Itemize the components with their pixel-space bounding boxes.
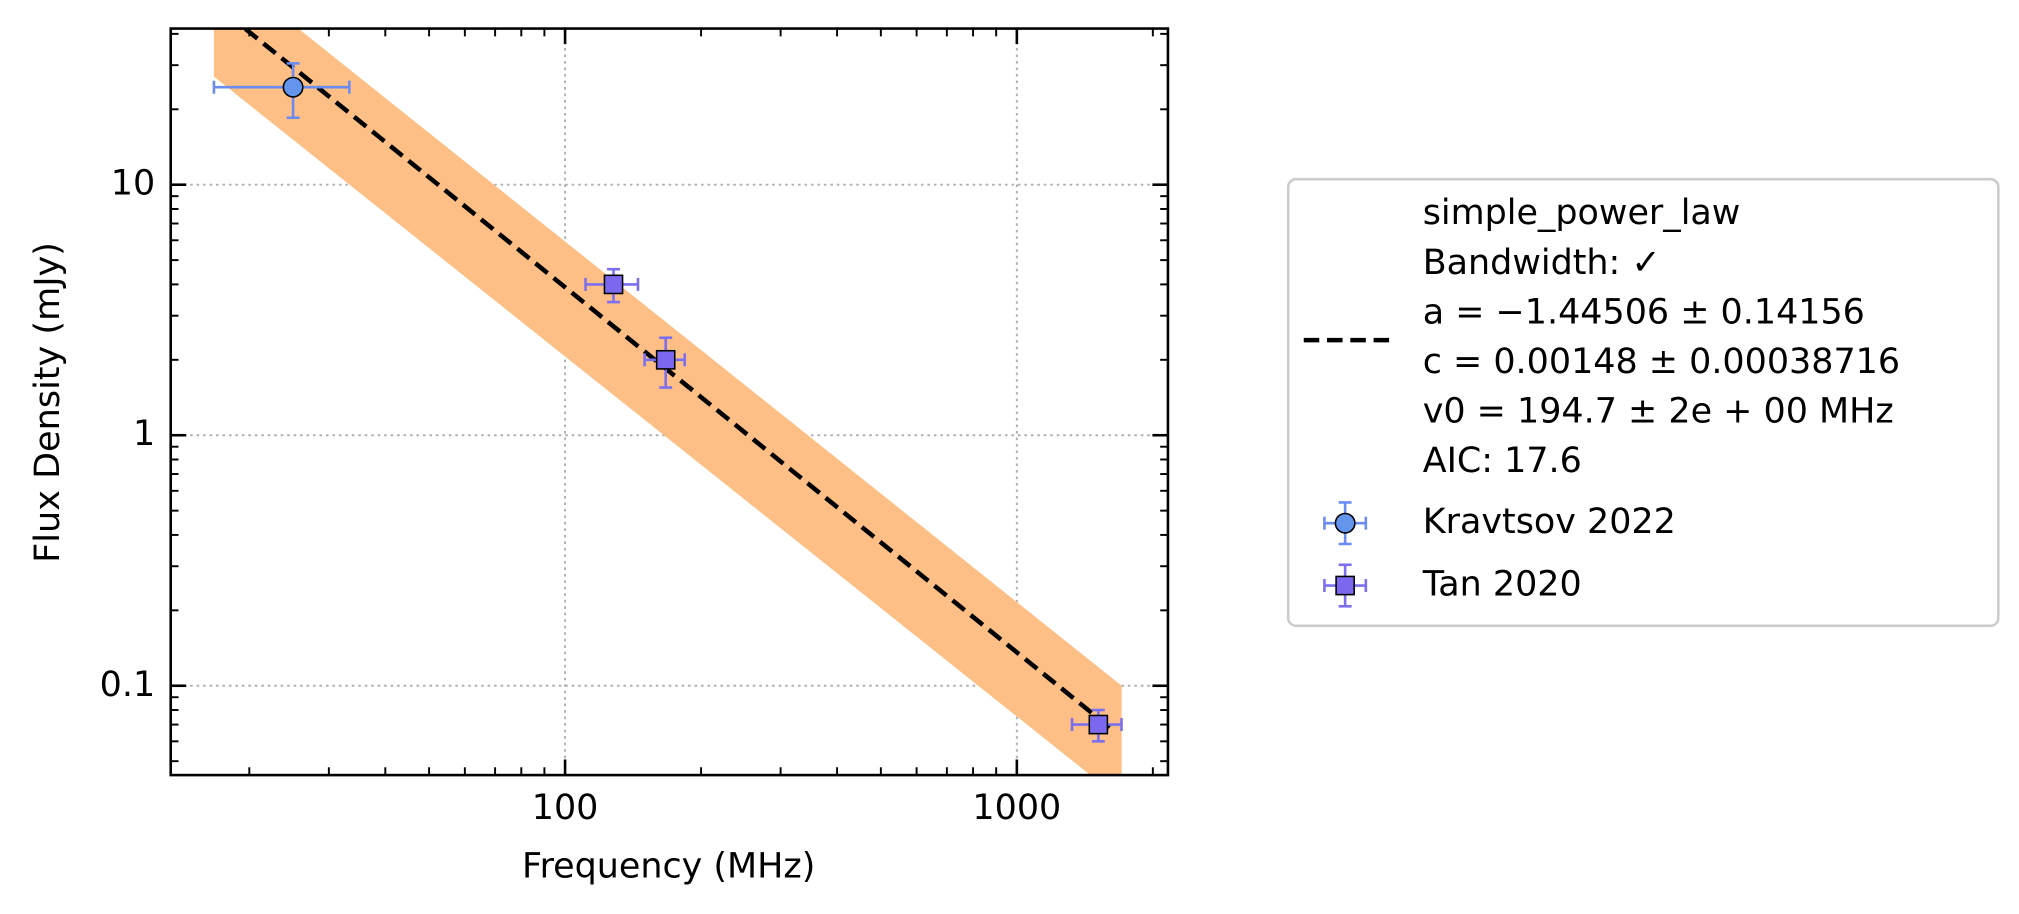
legend-label: Kravtsov 2022 xyxy=(1423,502,1676,542)
legend-marker xyxy=(1334,512,1356,534)
plot-frame xyxy=(169,27,1170,777)
data-point xyxy=(655,349,676,370)
y-tick-label: 1 xyxy=(133,414,155,454)
x-axis-label: Frequency (MHz) xyxy=(522,846,815,886)
data-point xyxy=(603,274,624,295)
legend-text: c = 0.00148 ± 0.00038716 xyxy=(1423,342,1900,382)
data-point xyxy=(282,76,304,98)
confidence-band xyxy=(213,28,1122,776)
legend-text: simple_power_law xyxy=(1423,193,1741,233)
legend-text: AIC: 17.6 xyxy=(1423,441,1582,481)
legend-box xyxy=(1286,177,2000,628)
y-tick-label: 0.1 xyxy=(100,665,156,705)
data-point xyxy=(1088,714,1109,735)
y-axis-label: Flux Density (mJy) xyxy=(28,242,68,563)
y-tick-label: 10 xyxy=(111,164,155,204)
legend-label: Tan 2020 xyxy=(1422,564,1582,604)
legend-text: a = −1.44506 ± 0.14156 xyxy=(1423,292,1865,332)
plot-area xyxy=(170,28,1168,776)
legend-marker xyxy=(1335,575,1355,596)
legend-text: v0 = 194.7 ± 2e + 00 MHz xyxy=(1423,392,1894,432)
x-tick-label: 100 xyxy=(532,788,599,828)
legend-text: Bandwidth: ✓ xyxy=(1423,243,1661,283)
x-tick-label: 1000 xyxy=(972,788,1061,828)
